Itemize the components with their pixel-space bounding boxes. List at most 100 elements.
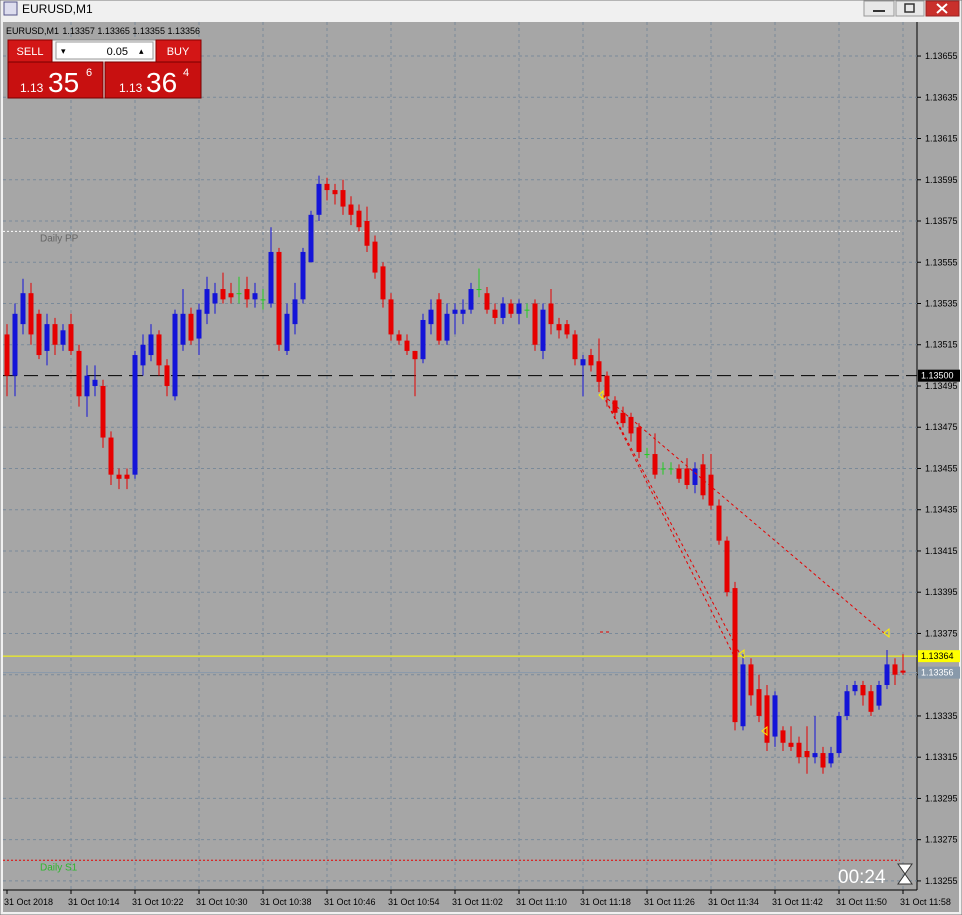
candle-body: [84, 375, 90, 397]
candle-body: [772, 695, 778, 737]
candle-body: [364, 221, 370, 246]
y-tick-label: 1.13515: [925, 340, 958, 350]
buy-price-box[interactable]: [104, 61, 202, 99]
candle-body: [636, 427, 642, 452]
candle-body: [60, 330, 66, 345]
candle-body: [860, 685, 866, 696]
x-tick-label: 31 Oct 10:14: [68, 897, 120, 907]
sell-label[interactable]: SELL: [17, 46, 44, 58]
candle-body: [228, 293, 234, 298]
price-label-box: [918, 369, 960, 382]
lots-down[interactable]: ▾: [61, 46, 66, 56]
candle-body: [300, 251, 306, 300]
candle-body: [92, 379, 98, 386]
candle-body: [4, 334, 10, 376]
candle-body: [28, 293, 34, 335]
chart-background: [3, 22, 959, 912]
candle-body: [156, 334, 162, 366]
candle-body: [180, 313, 186, 345]
price-label-box: [918, 666, 960, 679]
buy-label[interactable]: BUY: [167, 46, 190, 58]
y-tick-label: 1.13475: [925, 422, 958, 432]
candle-body: [372, 241, 378, 273]
candle-body: [716, 505, 722, 541]
candle-body: [388, 299, 394, 335]
candle-body: [852, 685, 858, 692]
candle-body: [12, 313, 18, 376]
candle-body: [460, 309, 466, 314]
lots-up[interactable]: ▴: [139, 46, 144, 56]
candle-body: [668, 468, 674, 470]
candle-body: [236, 293, 242, 295]
candle-body: [140, 344, 146, 366]
window-icon: [3, 1, 18, 16]
candle-body: [844, 691, 850, 716]
candle-body: [692, 468, 698, 485]
candle-body: [332, 190, 338, 195]
x-tick-label: 31 Oct 11:26: [644, 897, 695, 907]
candle-body: [868, 691, 874, 712]
buy-price-frac: 4: [183, 67, 189, 79]
candle-body: [172, 313, 178, 397]
candle-body: [628, 416, 634, 434]
candle-body: [684, 468, 690, 485]
candle-body: [492, 309, 498, 318]
y-tick-label: 1.13295: [925, 793, 958, 803]
candle-body: [308, 214, 314, 263]
price-label: 1.13356: [921, 668, 954, 678]
y-tick-label: 1.13275: [925, 835, 958, 845]
x-tick-label: 31 Oct 10:46: [324, 897, 376, 907]
window-title: EURUSD,M1: [22, 2, 93, 16]
sell-price-big: 1.13: [20, 81, 44, 95]
window-buttons[interactable]: [863, 0, 960, 17]
y-tick-label: 1.13415: [925, 546, 958, 556]
candle-body: [220, 289, 226, 300]
sell-price-box[interactable]: [7, 61, 104, 99]
candle-body: [132, 355, 138, 475]
minimize-button[interactable]: [863, 0, 895, 17]
candle-body: [748, 664, 754, 696]
candle-body: [572, 334, 578, 360]
candle-body: [420, 319, 426, 360]
candle-body: [820, 753, 826, 768]
candle-body: [452, 309, 458, 314]
candle-body: [892, 664, 898, 675]
candle-body: [500, 303, 506, 318]
restore-button[interactable]: [895, 0, 925, 17]
candle-body: [660, 468, 666, 470]
candle-body: [524, 309, 530, 311]
lots-value[interactable]: 0.05: [107, 46, 128, 58]
candle-body: [740, 664, 746, 727]
x-tick-label: 31 Oct 11:58: [900, 897, 951, 907]
candle-body: [516, 303, 522, 314]
candle-body: [404, 340, 410, 351]
y-tick-label: 1.13615: [925, 134, 958, 144]
sell-price-pips: 35: [48, 67, 79, 98]
candle-body: [596, 361, 602, 382]
x-tick-label: 31 Oct 11:18: [580, 897, 631, 907]
candle-body: [380, 266, 386, 300]
candle-body: [556, 324, 562, 331]
candle-body: [428, 309, 434, 325]
candle-body: [148, 334, 154, 356]
y-tick-label: 1.13635: [925, 92, 958, 102]
candle-body: [676, 468, 682, 479]
candle-body: [876, 685, 882, 706]
candle-body: [604, 375, 610, 397]
candle-body: [468, 289, 474, 310]
candle-body: [532, 303, 538, 345]
x-tick-label: 31 Oct 2018: [4, 897, 53, 907]
candle-body: [20, 293, 26, 325]
y-tick-label: 1.13255: [925, 876, 958, 886]
candle-body: [652, 454, 658, 475]
candle-body: [100, 385, 106, 438]
chart-title: EURUSD,M1 1.13357 1.13365 1.13355 1.13356: [6, 26, 200, 36]
bar-timer: 00:24: [838, 867, 886, 888]
candle-body: [540, 309, 546, 351]
y-tick-label: 1.13315: [925, 752, 958, 762]
x-tick-label: 31 Oct 11:42: [772, 897, 823, 907]
lots-input[interactable]: [55, 41, 154, 60]
candle-body: [812, 753, 818, 758]
candle-body: [252, 293, 258, 300]
